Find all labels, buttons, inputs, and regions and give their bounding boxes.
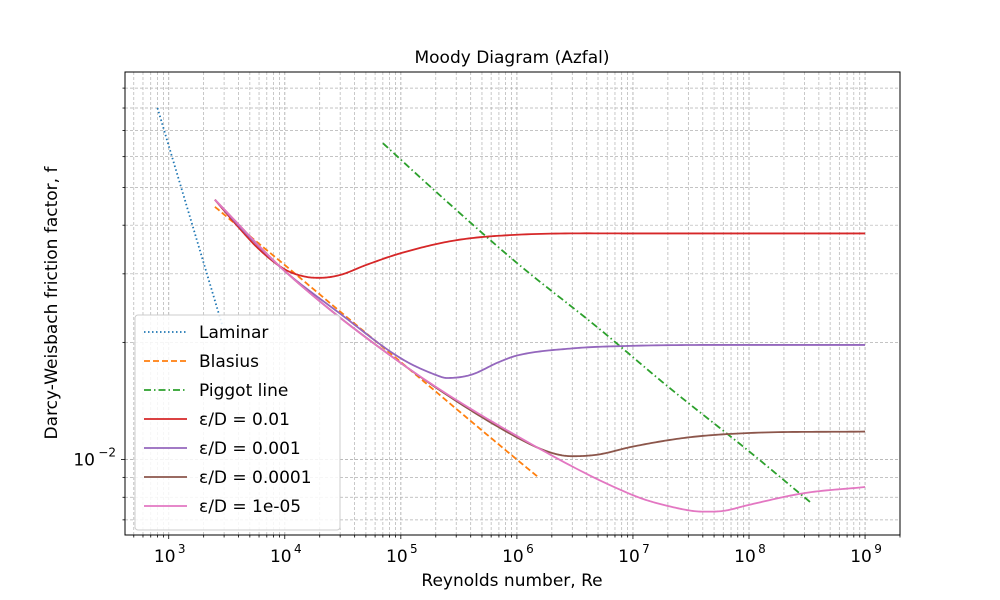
x-tick-label-exponent: 8 [758,542,766,556]
y-tick-label-exponent: −2 [98,446,116,460]
x-tick-label-exponent: 7 [642,542,650,556]
y-axis-label: Darcy-Weisbach friction factor, f [42,166,62,440]
x-tick-label-exponent: 9 [874,542,882,556]
x-tick-label-exponent: 4 [294,542,302,556]
series-line-0 [156,107,224,326]
legend: Laminar Blasius Piggot line ε/D = 0.01 ε/D =… [134,314,341,531]
series-line-6 [214,199,866,513]
legend-label: Laminar [199,323,268,343]
chart-title: Moody Diagram (Azfal) [414,48,609,68]
x-tick-label: 10 [734,547,756,567]
y-tick-label: 10 [73,451,95,471]
plot-frame [124,71,901,536]
series-group [156,107,866,513]
x-tick-label-exponent: 3 [178,542,186,556]
x-tick-label: 10 [386,547,408,567]
x-tick-label: 10 [502,547,524,567]
legend-label: ε/D = 1e-05 [199,497,301,517]
legend-label: ε/D = 0.0001 [199,468,312,488]
x-tick-label: 10 [270,547,292,567]
x-tick-label-exponent: 6 [526,542,534,556]
series-line-3 [214,199,866,279]
legend-label: Blasius [199,352,259,372]
x-tick-label-exponent: 5 [410,542,418,556]
legend-label: ε/D = 0.001 [199,439,301,459]
x-tick-label: 10 [154,547,176,567]
x-tick-label: 10 [618,547,640,567]
legend-label: ε/D = 0.01 [199,410,290,430]
axis-ticks: 10 3 10 4 10 5 10 6 10 7 10 8 10 910 −2 [73,87,901,567]
x-axis-label: Reynolds number, Re [421,571,602,591]
legend-label: Piggot line [199,381,288,401]
series-line-2 [382,142,813,505]
x-tick-label: 10 [850,547,872,567]
